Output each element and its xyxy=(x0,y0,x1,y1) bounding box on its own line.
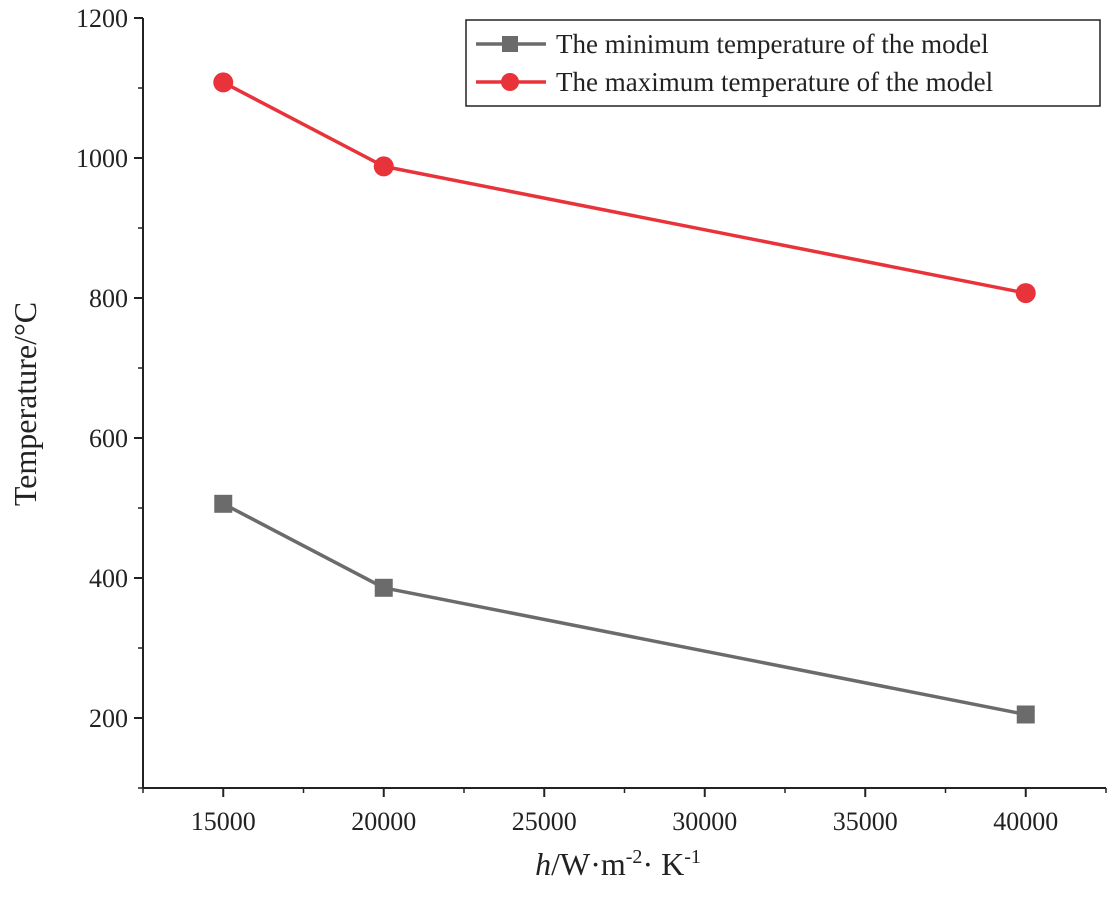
data-point-max xyxy=(1015,283,1036,304)
x-tick-label: 35000 xyxy=(833,807,898,836)
y-tick-label: 800 xyxy=(89,284,128,313)
x-tick-label: 40000 xyxy=(993,807,1058,836)
x-tick-label: 25000 xyxy=(512,807,577,836)
data-point-min xyxy=(374,578,393,597)
legend-label-min: The minimum temperature of the model xyxy=(556,29,989,59)
y-tick-label: 1000 xyxy=(76,144,128,173)
ticks: 200 400 600 800 1000 1200 15000 20000 25000 30000… xyxy=(76,4,1107,836)
legend: The minimum temperature of the model The… xyxy=(465,19,1101,107)
x-tick-label: 30000 xyxy=(672,807,737,836)
x-axis-title: h/W·m-2· K-1 xyxy=(535,846,701,882)
axes xyxy=(142,18,1106,789)
y-tick-label: 200 xyxy=(89,704,128,733)
series-line-1 xyxy=(222,80,1027,295)
data-point-max xyxy=(373,156,394,177)
data-point-max xyxy=(213,72,234,93)
y-tick-label: 1200 xyxy=(76,4,128,33)
y-tick-label: 600 xyxy=(89,424,128,453)
legend-label-max: The maximum temperature of the model xyxy=(556,67,993,97)
data-point-min xyxy=(214,494,233,513)
data-point-min xyxy=(1016,705,1035,724)
series-line-0 xyxy=(222,502,1027,717)
y-axis-title: Temperature/°C xyxy=(7,302,43,506)
series xyxy=(213,72,1036,724)
legend-marker-max xyxy=(501,73,519,91)
legend-marker-min xyxy=(502,36,518,52)
legend-box xyxy=(465,19,1101,107)
y-tick-label: 400 xyxy=(89,564,128,593)
x-tick-label: 15000 xyxy=(191,807,256,836)
x-tick-label: 20000 xyxy=(351,807,416,836)
